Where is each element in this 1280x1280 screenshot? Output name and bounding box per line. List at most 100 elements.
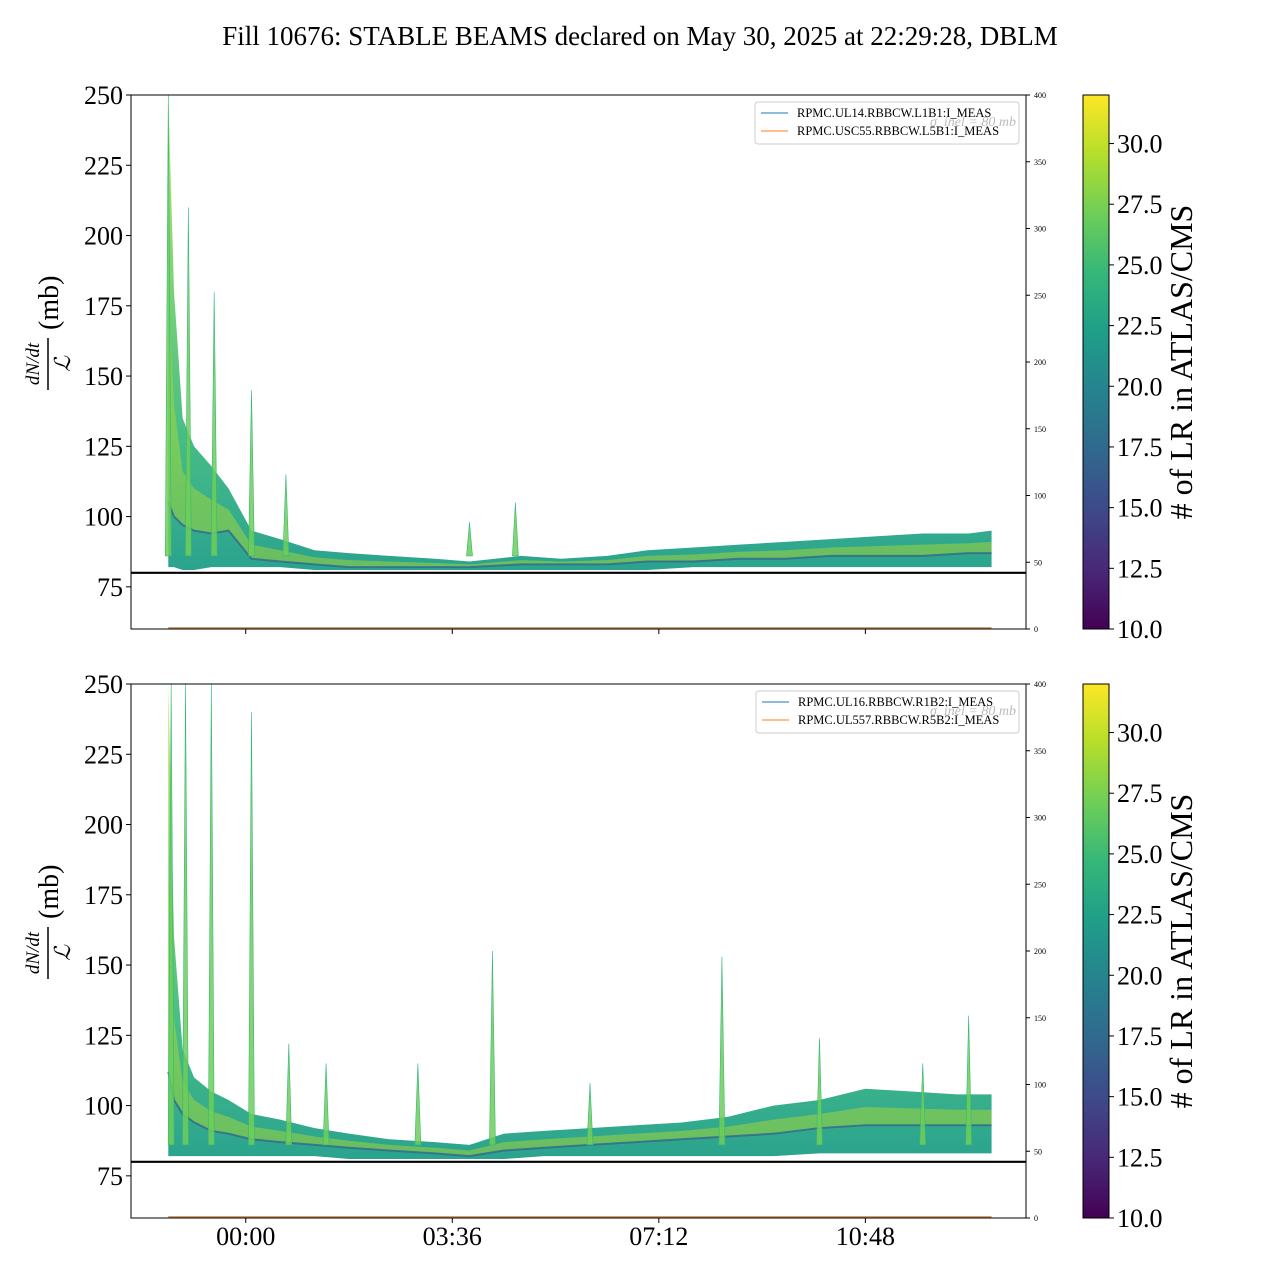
bottom-plot-area [131, 684, 1026, 1218]
top-colorbar-ticks: 10.0 12.5 15.0 17.5 20.0 22.5 25.0 27.5 30.0 [1109, 130, 1163, 644]
top-ylabel-unit: (mb) [34, 276, 65, 330]
bottom-legend-box [755, 690, 1020, 734]
bottom-colorbar-bar [1082, 683, 1110, 1219]
bottom-y2tick-label: 100 [1034, 1081, 1046, 1090]
top-cbtick-label: 12.5 [1117, 554, 1163, 583]
top-y2tick-label: 200 [1034, 358, 1046, 367]
bottom-ylabel-denominator: ℒ [50, 944, 75, 961]
bottom-cbtick-label: 10.0 [1117, 1204, 1163, 1233]
bottom-y2tick-label: 400 [1034, 680, 1046, 689]
bottom-cbtick-label: 25.0 [1117, 840, 1163, 869]
bottom-spike-5 [322, 1063, 330, 1146]
top-ytick-label: 75 [97, 573, 123, 602]
bottom-y2tick-label: 250 [1034, 880, 1046, 889]
top-ylabel-numerator: dN/dt [23, 342, 44, 385]
bottom-cbtick-label: 12.5 [1117, 1143, 1163, 1172]
bottom-ytick-label: 250 [84, 670, 123, 699]
bottom-xtick-label: 07:12 [629, 1222, 688, 1251]
top-series-band [168, 95, 992, 570]
bottom-colorbar-label: # of LR in ATLAS/CMS [1163, 794, 1199, 1109]
top-cbtick-label: 22.5 [1117, 312, 1163, 341]
bottom-y2tick-label: 300 [1034, 814, 1046, 823]
top-spike-5 [466, 522, 473, 557]
top-y2tick-label: 100 [1034, 492, 1046, 501]
bottom-spike-3 [248, 712, 255, 1146]
bottom-legend-entry-2: RPMC.UL557.RBBCW.R5B2:I_MEAS [798, 713, 999, 727]
top-ytick-label: 175 [84, 292, 123, 321]
bottom-ytick-label: 200 [84, 811, 123, 840]
top-panel: 75 100 125 150 175 200 225 250 0 50 100 150 200 250 3… [23, 81, 1199, 644]
bottom-panel: 75 100 125 150 175 200 225 250 0 50 100 150 200 250 3… [23, 670, 1199, 1251]
bottom-ytick-label: 150 [84, 951, 123, 980]
bottom-spike-6 [414, 1063, 422, 1146]
top-x-axis [245, 629, 866, 634]
top-y-axis: 75 100 125 150 175 200 225 250 [84, 81, 131, 602]
top-y2tick-label: 300 [1034, 225, 1046, 234]
top-cbtick-label: 27.5 [1117, 190, 1163, 219]
top-colorbar-label: # of LR in ATLAS/CMS [1163, 205, 1199, 520]
top-cbtick-label: 25.0 [1117, 251, 1163, 280]
bottom-cbtick-label: 22.5 [1117, 901, 1163, 930]
top-y2-axis: 0 50 100 150 200 250 300 350 400 [1026, 91, 1046, 634]
top-y2tick-label: 250 [1034, 291, 1046, 300]
top-ytick-label: 200 [84, 222, 123, 251]
bottom-xtick-label: 03:36 [423, 1222, 482, 1251]
figure-title: Fill 10676: STABLE BEAMS declared on May… [222, 21, 1058, 51]
top-ytick-label: 150 [84, 362, 123, 391]
bottom-ytick-label: 75 [97, 1162, 123, 1191]
bottom-colorbar-ticks: 10.0 12.5 15.0 17.5 20.0 22.5 25.0 27.5 30.0 [1109, 719, 1163, 1233]
bottom-spike-0 [167, 684, 175, 1146]
bottom-spike-7 [489, 950, 496, 1146]
bottom-xtick-label: 10:48 [836, 1222, 895, 1251]
bottom-ylabel-numerator: dN/dt [23, 931, 44, 974]
top-spike-3 [248, 390, 255, 557]
top-y2tick-label: 350 [1034, 158, 1046, 167]
top-colorbar-bar [1082, 94, 1110, 630]
top-ylabel-denominator: ℒ [50, 355, 75, 372]
top-overlay-label: σ_inel = 80 mb [930, 115, 1016, 130]
bottom-ytick-label: 225 [84, 740, 123, 769]
bottom-y2tick-label: 0 [1034, 1214, 1038, 1223]
bottom-x-axis: 00:00 03:36 07:12 10:48 [216, 1218, 895, 1251]
bottom-xtick-label: 00:00 [216, 1222, 275, 1251]
bottom-cbtick-label: 17.5 [1117, 1022, 1163, 1051]
top-colorbar: 10.0 12.5 15.0 17.5 20.0 22.5 25.0 27.5 30.0 # o… [1082, 94, 1199, 644]
top-y-axis-label: dN/dt ℒ (mb) [23, 276, 75, 390]
bottom-legend: σ_inel = 80 mb RPMC.UL16.RBBCW.R1B2:I_ME… [755, 690, 1020, 734]
bottom-overlay-label: σ_inel = 80 mb [930, 704, 1016, 719]
bottom-spike-11 [919, 1063, 927, 1146]
bottom-spike-9 [718, 956, 726, 1146]
bottom-ytick-label: 175 [84, 881, 123, 910]
bottom-cbtick-label: 15.0 [1117, 1083, 1163, 1112]
top-spike-6 [512, 502, 519, 557]
top-plot-area [131, 95, 1026, 629]
top-ytick-label: 250 [84, 81, 123, 110]
top-series-band-upper [168, 298, 992, 568]
bottom-y2tick-label: 350 [1034, 747, 1046, 756]
bottom-cbtick-label: 30.0 [1117, 719, 1163, 748]
bottom-spike-10 [816, 1038, 823, 1146]
top-legend: σ_inel = 80 mb RPMC.UL14.RBBCW.L1B1:I_ME… [754, 101, 1020, 145]
top-ytick-label: 125 [84, 432, 123, 461]
top-y2tick-label: 50 [1034, 558, 1042, 567]
top-legend-entry-1: RPMC.UL14.RBBCW.L1B1:I_MEAS [797, 106, 991, 120]
bottom-ytick-label: 100 [84, 1092, 123, 1121]
bottom-y-axis-label: dN/dt ℒ (mb) [23, 865, 75, 979]
top-spike-2 [210, 291, 218, 557]
top-ytick-label: 225 [84, 151, 123, 180]
bottom-y2-axis: 0 50 100 150 200 250 300 350 400 [1026, 680, 1046, 1223]
bottom-legend-entry-1: RPMC.UL16.RBBCW.R1B2:I_MEAS [798, 695, 993, 709]
top-y2tick-label: 400 [1034, 91, 1046, 100]
top-ytick-label: 100 [84, 503, 123, 532]
top-y2tick-label: 150 [1034, 425, 1046, 434]
bottom-colorbar: 10.0 12.5 15.0 17.5 20.0 22.5 25.0 27.5 30.0 # o… [1082, 683, 1199, 1233]
bottom-ylabel-unit: (mb) [34, 865, 65, 919]
bottom-ytick-label: 125 [84, 1021, 123, 1050]
bottom-spike-12 [965, 1015, 972, 1146]
bottom-y2tick-label: 50 [1034, 1147, 1042, 1156]
bottom-y2tick-label: 150 [1034, 1014, 1046, 1023]
bottom-spike-1 [182, 684, 189, 1146]
top-y2tick-label: 0 [1034, 625, 1038, 634]
top-cbtick-label: 20.0 [1117, 372, 1163, 401]
